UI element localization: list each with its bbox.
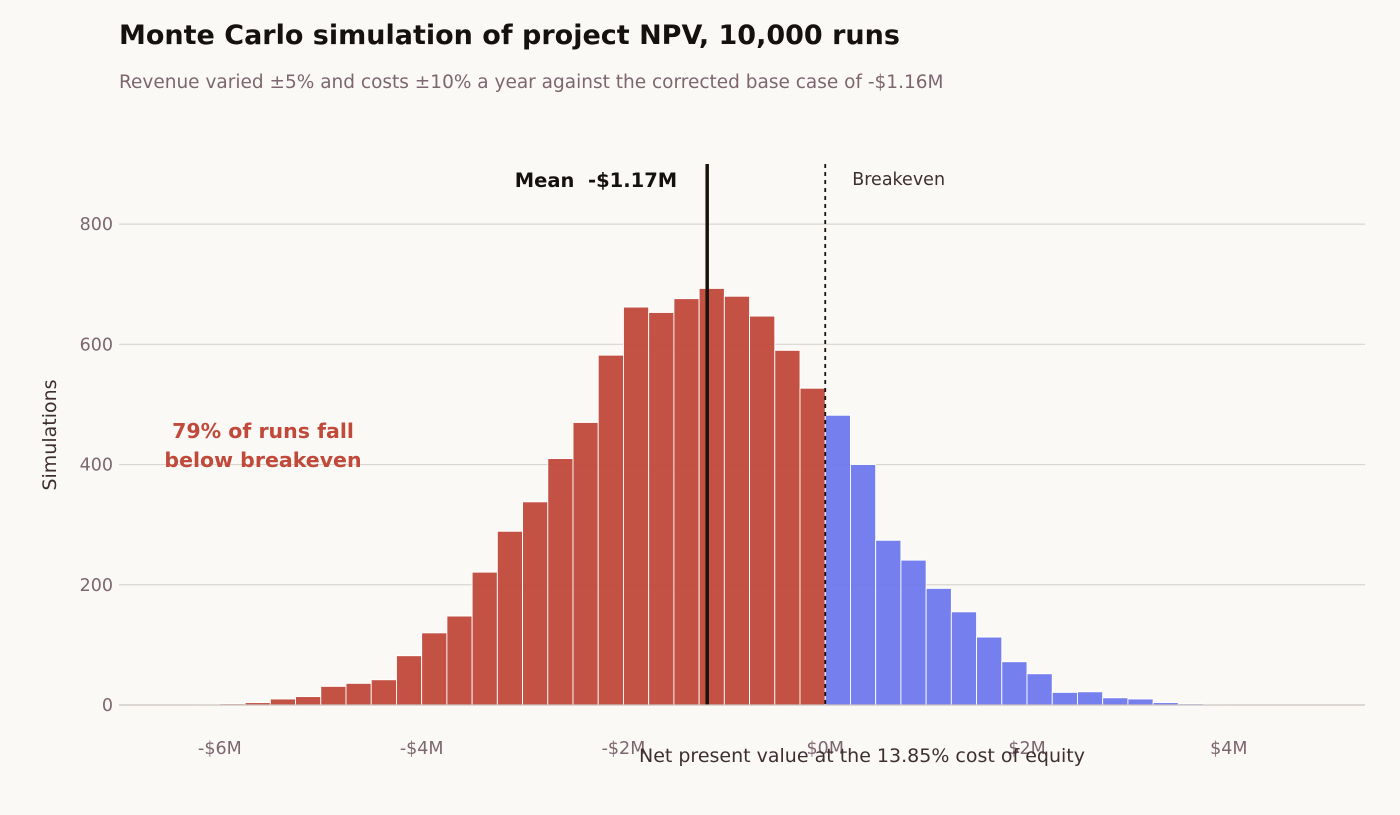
annotation-line-1: 79% of runs fall <box>172 419 354 443</box>
histogram-bar <box>446 615 473 706</box>
histogram-bar <box>749 315 776 706</box>
histogram-bar <box>1051 691 1078 706</box>
histogram-bar <box>799 387 826 706</box>
y-tick-label: 600 <box>80 335 113 355</box>
histogram-bar <box>875 539 902 706</box>
histogram-bar <box>824 414 851 706</box>
histogram-bar <box>1001 661 1028 706</box>
y-axis-label: Simulations <box>39 379 61 490</box>
x-axis-ticks: -$6M -$4M -$2M $0M $2M $4M <box>198 739 1247 759</box>
x-tick-label: $2M <box>1008 739 1045 759</box>
histogram-bar <box>1026 673 1053 706</box>
histogram-bar <box>950 611 978 706</box>
y-tick-label: 800 <box>80 215 113 235</box>
histogram-bar <box>623 306 650 706</box>
histogram-bar <box>774 349 801 706</box>
breakeven-label: Breakeven <box>852 170 945 190</box>
histogram-bar <box>648 312 675 706</box>
histogram-bar <box>320 685 347 706</box>
y-tick-label: 400 <box>80 456 113 476</box>
histogram-bar <box>900 559 927 706</box>
histogram-bar <box>850 464 877 706</box>
chart-subtitle: Revenue varied ±5% and costs ±10% a year… <box>119 72 944 93</box>
x-tick-label: $0M <box>807 739 844 759</box>
chart-title: Monte Carlo simulation of project NPV, 1… <box>119 20 900 51</box>
x-axis-label: Net present value at the 13.85% cost of … <box>639 745 1085 767</box>
mean-label: Mean -$1.17M <box>515 169 677 192</box>
histogram-bar <box>295 696 322 706</box>
y-tick-label: 200 <box>80 576 113 596</box>
histogram-bars <box>194 287 1230 706</box>
histogram-bar <box>673 298 700 706</box>
histogram-bar <box>976 636 1003 706</box>
histogram-bar <box>395 655 423 706</box>
x-tick-label: -$4M <box>400 739 444 759</box>
histogram-bar <box>925 587 952 706</box>
histogram-bar <box>471 571 498 706</box>
histogram-bar <box>597 354 624 706</box>
annotation-line-2: below breakeven <box>164 448 361 472</box>
histogram-bar <box>1127 698 1154 706</box>
x-tick-label: $4M <box>1210 739 1247 759</box>
histogram-bar <box>269 698 297 706</box>
histogram-bar <box>547 458 574 706</box>
histogram-bar <box>496 530 524 706</box>
histogram-bar <box>572 422 599 706</box>
y-axis-ticks: 0 200 400 600 800 <box>80 215 113 716</box>
histogram-bar <box>370 679 397 706</box>
histogram-bar <box>723 295 751 706</box>
histogram-bar <box>522 501 549 706</box>
histogram-bar <box>698 287 725 706</box>
x-tick-label: -$6M <box>198 739 242 759</box>
histogram-bar <box>1077 691 1104 706</box>
reference-lines <box>705 164 827 705</box>
y-tick-label: 0 <box>102 696 113 716</box>
x-tick-label: -$2M <box>602 739 646 759</box>
histogram-bar <box>345 682 372 706</box>
histogram-bar <box>1102 697 1129 706</box>
histogram-bar <box>421 632 448 706</box>
